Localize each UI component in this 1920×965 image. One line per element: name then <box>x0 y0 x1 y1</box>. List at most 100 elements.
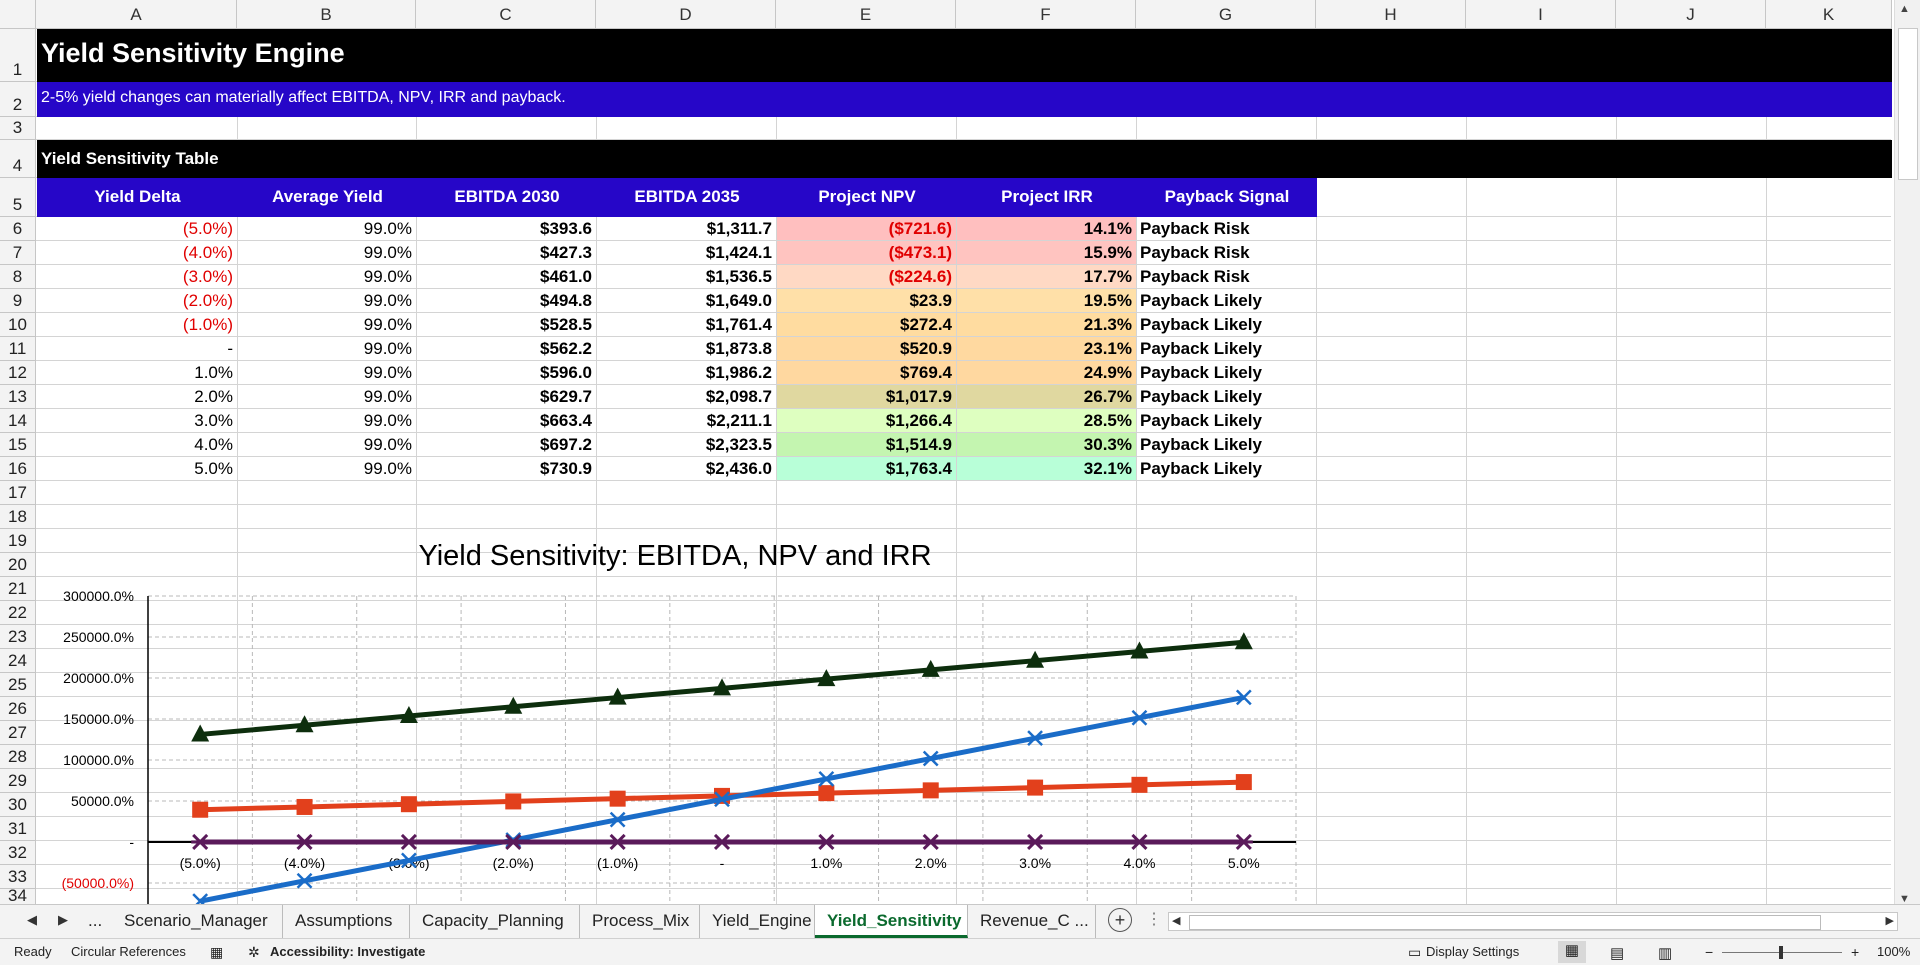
column-header-e[interactable]: E <box>776 0 956 29</box>
table-cell-r4-c0[interactable]: (1.0%) <box>182 315 233 334</box>
sheet-left-icon[interactable]: ◀ <box>27 912 37 927</box>
table-cell-r7-c4[interactable]: $1,017.9 <box>777 385 956 408</box>
table-cell-r9-c0[interactable]: 4.0% <box>194 435 233 454</box>
table-cell-r7-c6[interactable]: Payback Likely <box>1140 387 1262 406</box>
tab-assumptions[interactable]: Assumptions <box>283 905 410 938</box>
table-cell-r0-c6[interactable]: Payback Risk <box>1140 219 1250 238</box>
table-cell-r8-c4[interactable]: $1,266.4 <box>777 409 956 432</box>
table-cell-r5-c5[interactable]: 23.1% <box>957 337 1136 360</box>
scroll-down-icon[interactable]: ▼ <box>1899 893 1910 905</box>
table-cell-r9-c1[interactable]: 99.0% <box>363 435 412 454</box>
tab-revenue-c[interactable]: Revenue_C ... <box>968 905 1096 938</box>
tab-yield-engine[interactable]: Yield_Engine <box>700 905 815 938</box>
table-cell-r4-c2[interactable]: $528.5 <box>540 315 592 334</box>
row-header-32[interactable]: 32 <box>0 841 36 865</box>
table-cell-r3-c4[interactable]: $23.9 <box>777 289 956 312</box>
circular-references[interactable]: Circular References <box>71 944 186 959</box>
table-cell-r1-c1[interactable]: 99.0% <box>363 243 412 262</box>
zoom-level[interactable]: 100% <box>1877 944 1911 959</box>
table-header-4[interactable]: Project NPV <box>777 178 957 217</box>
table-cell-r3-c6[interactable]: Payback Likely <box>1140 291 1262 310</box>
tab-yield-sensitivity[interactable]: Yield_Sensitivity <box>815 905 968 938</box>
row-header-12[interactable]: 12 <box>0 361 36 385</box>
table-cell-r1-c4[interactable]: ($473.1) <box>777 241 956 264</box>
table-cell-r2-c3[interactable]: $1,536.5 <box>705 267 772 286</box>
select-all-corner[interactable] <box>0 0 36 29</box>
column-header-f[interactable]: F <box>956 0 1136 29</box>
page-break-icon[interactable]: ▥ <box>1658 945 1673 962</box>
row-header-29[interactable]: 29 <box>0 769 36 793</box>
table-cell-r2-c6[interactable]: Payback Risk <box>1140 267 1250 286</box>
row-header-20[interactable]: 20 <box>0 553 36 577</box>
table-cell-r8-c5[interactable]: 28.5% <box>957 409 1136 432</box>
row-header-5[interactable]: 5 <box>0 178 36 217</box>
column-header-b[interactable]: B <box>237 0 416 29</box>
table-cell-r7-c1[interactable]: 99.0% <box>363 387 412 406</box>
table-cell-r10-c4[interactable]: $1,763.4 <box>777 457 956 480</box>
tabs-overflow-button[interactable]: ... <box>88 911 103 930</box>
table-cell-r4-c3[interactable]: $1,761.4 <box>705 315 772 334</box>
zoom-out-icon[interactable]: − <box>1705 944 1714 960</box>
table-cell-r3-c3[interactable]: $1,649.0 <box>705 291 772 310</box>
tab-options-icon[interactable]: ⋮ <box>1146 911 1162 928</box>
row-header-17[interactable]: 17 <box>0 481 36 505</box>
table-cell-r5-c6[interactable]: Payback Likely <box>1140 339 1262 358</box>
table-cell-r8-c3[interactable]: $2,211.1 <box>706 411 772 430</box>
column-header-g[interactable]: G <box>1136 0 1316 29</box>
tab-scenario-manager[interactable]: Scenario_Manager <box>112 905 283 938</box>
table-cell-r0-c1[interactable]: 99.0% <box>363 219 412 238</box>
row-header-8[interactable]: 8 <box>0 265 36 289</box>
table-cell-r0-c2[interactable]: $393.6 <box>540 219 592 238</box>
page-layout-icon[interactable]: ▤ <box>1610 945 1625 962</box>
table-cell-r7-c5[interactable]: 26.7% <box>957 385 1136 408</box>
table-cell-r3-c1[interactable]: 99.0% <box>363 291 412 310</box>
tab-capacity-planning[interactable]: Capacity_Planning <box>410 905 580 938</box>
line-chart[interactable]: 300000.0% 250000.0% 200000.0% 150000.0% 1000… <box>36 500 1356 908</box>
display-settings-icon[interactable]: ▭ <box>1408 944 1422 960</box>
table-cell-r1-c3[interactable]: $1,424.1 <box>705 243 772 262</box>
vertical-scrollbar[interactable]: ▲ ▼ <box>1894 0 1920 908</box>
row-header-16[interactable]: 16 <box>0 457 36 481</box>
table-cell-r5-c2[interactable]: $562.2 <box>540 339 592 358</box>
table-cell-r6-c0[interactable]: 1.0% <box>194 363 233 382</box>
table-cell-r3-c5[interactable]: 19.5% <box>957 289 1136 312</box>
normal-view-icon[interactable]: ▦ <box>1558 941 1586 963</box>
table-cell-r2-c2[interactable]: $461.0 <box>540 267 592 286</box>
column-header-a[interactable]: A <box>36 0 237 29</box>
column-header-k[interactable]: K <box>1766 0 1892 29</box>
zoom-slider[interactable] <box>1722 946 1842 959</box>
row-header-19[interactable]: 19 <box>0 529 36 553</box>
table-cell-r2-c4[interactable]: ($224.6) <box>777 265 956 288</box>
column-header-d[interactable]: D <box>596 0 776 29</box>
table-cell-r4-c6[interactable]: Payback Likely <box>1140 315 1262 334</box>
row-header-22[interactable]: 22 <box>0 601 36 625</box>
table-cell-r6-c2[interactable]: $596.0 <box>540 363 592 382</box>
table-cell-r6-c1[interactable]: 99.0% <box>363 363 412 382</box>
table-cell-r6-c5[interactable]: 24.9% <box>957 361 1136 384</box>
row-header-30[interactable]: 30 <box>0 793 36 817</box>
table-cell-r0-c5[interactable]: 14.1% <box>957 217 1136 240</box>
column-header-h[interactable]: H <box>1316 0 1466 29</box>
column-header-c[interactable]: C <box>416 0 596 29</box>
row-header-13[interactable]: 13 <box>0 385 36 409</box>
table-cell-r7-c2[interactable]: $629.7 <box>540 387 592 406</box>
row-header-28[interactable]: 28 <box>0 745 36 769</box>
column-header-j[interactable]: J <box>1616 0 1766 29</box>
accessibility-status[interactable]: Accessibility: Investigate <box>270 944 426 959</box>
table-cell-r10-c5[interactable]: 32.1% <box>957 457 1136 480</box>
table-cell-r10-c2[interactable]: $730.9 <box>540 459 592 478</box>
row-header-7[interactable]: 7 <box>0 241 36 265</box>
table-cell-r6-c6[interactable]: Payback Likely <box>1140 363 1262 382</box>
table-cell-r10-c1[interactable]: 99.0% <box>363 459 412 478</box>
row-header-14[interactable]: 14 <box>0 409 36 433</box>
table-header-6[interactable]: Payback Signal <box>1137 178 1317 217</box>
row-header-24[interactable]: 24 <box>0 649 36 673</box>
table-cell-r2-c5[interactable]: 17.7% <box>957 265 1136 288</box>
table-cell-r5-c1[interactable]: 99.0% <box>363 339 412 358</box>
zoom-slider-thumb[interactable] <box>1779 946 1783 959</box>
row-header-11[interactable]: 11 <box>0 337 36 361</box>
table-cell-r8-c0[interactable]: 3.0% <box>194 411 233 430</box>
row-header-3[interactable]: 3 <box>0 117 36 140</box>
table-cell-r5-c0[interactable]: - <box>227 339 233 358</box>
table-cell-r8-c2[interactable]: $663.4 <box>540 411 592 430</box>
